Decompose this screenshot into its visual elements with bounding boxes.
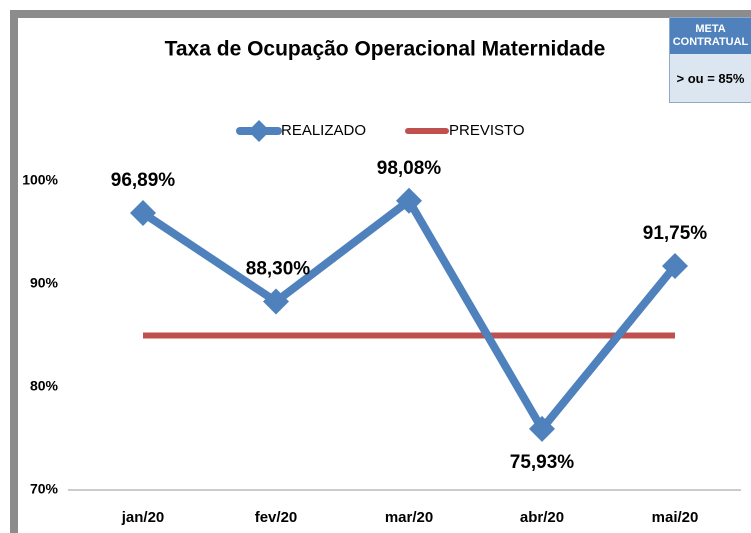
data-label: 91,75% <box>643 223 708 244</box>
y-tick-label: 100% <box>22 172 58 188</box>
x-tick-label: mai/20 <box>652 509 699 526</box>
y-tick-label: 80% <box>30 378 59 394</box>
data-label: 75,93% <box>510 452 575 473</box>
x-tick-label: abr/20 <box>520 509 564 526</box>
legend-label: PREVISTO <box>449 122 525 139</box>
x-tick-label: fev/20 <box>255 509 298 526</box>
marker <box>529 415 555 442</box>
y-tick-label: 70% <box>30 481 59 497</box>
marker <box>130 200 156 227</box>
data-label: 98,08% <box>377 158 442 179</box>
chart-title: Taxa de Ocupação Operacional Maternidade <box>165 38 606 61</box>
marker <box>662 252 688 279</box>
marker <box>396 187 422 214</box>
x-tick-label: jan/20 <box>121 509 165 526</box>
meta-text: > ou = 85% <box>676 70 745 86</box>
data-label: 96,89% <box>111 170 176 191</box>
data-label: 88,30% <box>246 259 311 280</box>
chart-frame <box>10 10 751 533</box>
marker <box>248 120 270 142</box>
legend-label: REALIZADO <box>281 122 366 139</box>
x-tick-label: mar/20 <box>385 509 433 526</box>
marker <box>263 288 289 315</box>
y-tick-label: 90% <box>30 275 59 291</box>
meta-box: META CONTRATUAL > ou = 85% <box>669 17 751 103</box>
meta-title: META CONTRATUAL <box>670 18 751 54</box>
